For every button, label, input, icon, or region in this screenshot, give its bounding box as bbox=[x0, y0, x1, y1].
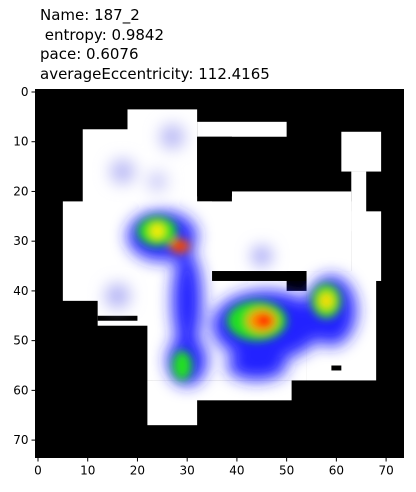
y-tick-label: 40 bbox=[13, 284, 28, 298]
x-tick-label: 30 bbox=[180, 464, 195, 478]
y-tick-label: 0 bbox=[21, 85, 29, 99]
y-tick-label: 50 bbox=[13, 334, 28, 348]
y-tick-label: 60 bbox=[13, 383, 28, 397]
axes-frame bbox=[35, 89, 404, 458]
x-tick-label: 60 bbox=[329, 464, 344, 478]
chart-title: Name: 187_2 entropy: 0.9842 pace: 0.6076… bbox=[40, 6, 270, 83]
x-tick-label: 40 bbox=[229, 464, 244, 478]
x-tick-label: 0 bbox=[34, 464, 42, 478]
heatmap-image bbox=[35, 89, 404, 458]
y-tick-label: 20 bbox=[13, 184, 28, 198]
x-tick-label: 20 bbox=[130, 464, 145, 478]
y-tick-label: 70 bbox=[13, 433, 28, 447]
x-tick-label: 50 bbox=[279, 464, 294, 478]
x-tick-label: 10 bbox=[80, 464, 95, 478]
y-tick-label: 30 bbox=[13, 234, 28, 248]
x-tick-label: 70 bbox=[378, 464, 393, 478]
y-tick-label: 10 bbox=[13, 135, 28, 149]
